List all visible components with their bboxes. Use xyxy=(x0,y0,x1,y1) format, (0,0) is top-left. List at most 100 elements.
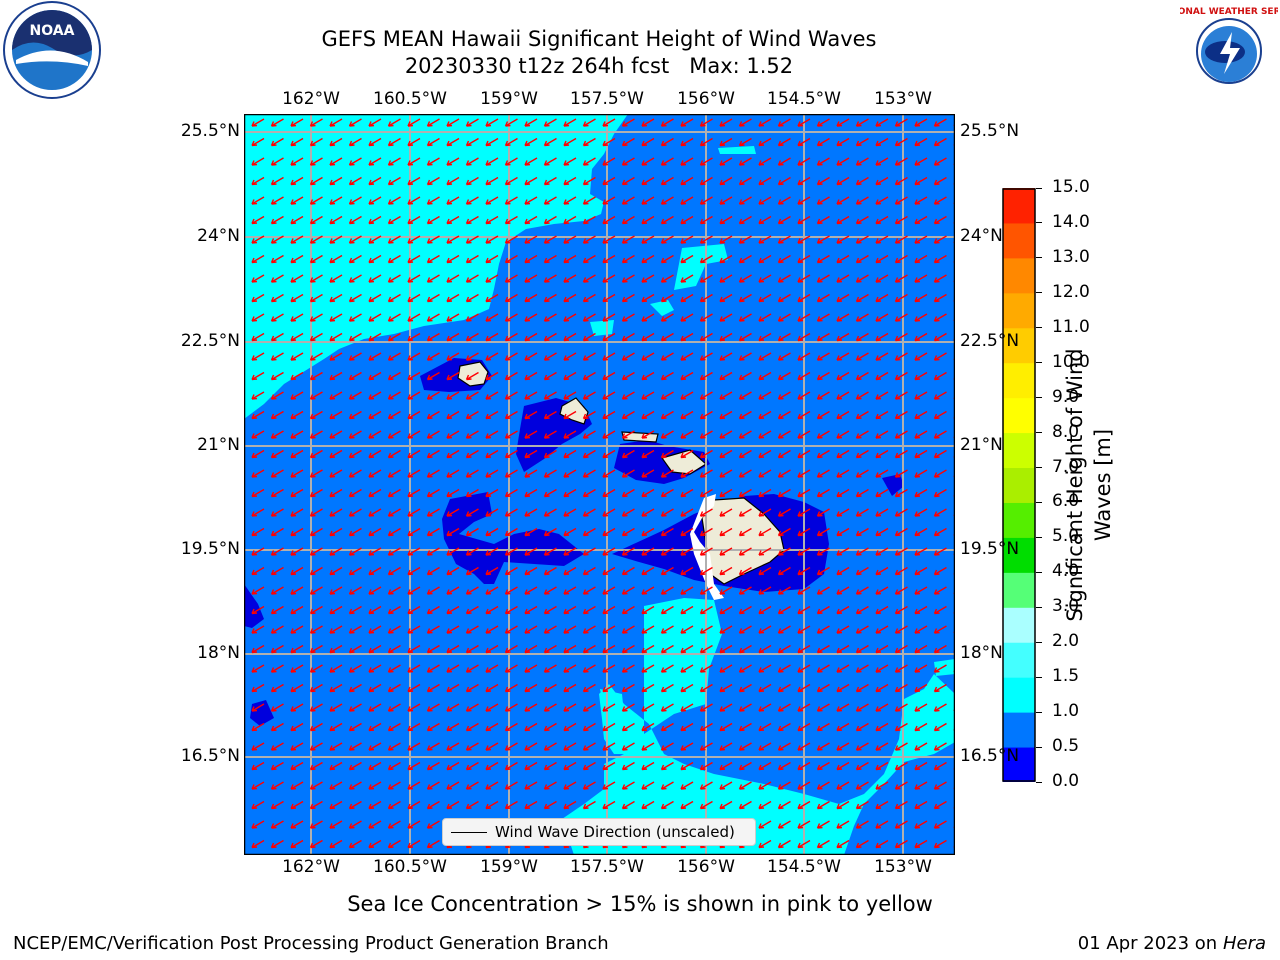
wind-arrow xyxy=(446,605,460,615)
wind-arrow xyxy=(387,683,401,693)
wind-arrow xyxy=(348,313,362,322)
wind-arrow xyxy=(914,332,928,342)
wind-arrow xyxy=(758,137,772,147)
wind-arrow xyxy=(738,176,752,186)
wind-arrow xyxy=(485,196,499,205)
wind-arrow xyxy=(621,313,635,322)
wind-arrow xyxy=(543,800,557,810)
colorbar-tick-mark xyxy=(1036,327,1042,329)
wind-arrow xyxy=(426,371,440,381)
wind-arrow xyxy=(251,605,265,615)
wind-arrow xyxy=(426,157,440,166)
wind-arrow xyxy=(894,586,908,595)
wind-arrow xyxy=(875,547,889,556)
wave-band-0-0-to-0-5 xyxy=(882,474,904,496)
wind-arrow xyxy=(407,800,421,810)
wind-arrow xyxy=(719,742,733,751)
wind-arrow xyxy=(855,664,869,673)
wind-arrow xyxy=(719,761,733,771)
wind-arrow xyxy=(368,469,382,478)
wind-arrow xyxy=(816,742,830,751)
wind-arrow xyxy=(290,449,304,459)
wind-arrow xyxy=(894,820,908,829)
wind-arrow xyxy=(836,196,850,205)
wind-arrow xyxy=(836,176,850,186)
wind-arrow xyxy=(251,157,265,166)
wind-arrow xyxy=(933,527,947,537)
wind-arrow xyxy=(563,391,577,400)
wind-arrow xyxy=(933,352,947,361)
wind-arrow xyxy=(446,449,460,459)
wind-arrow xyxy=(836,527,850,537)
colorbar-tick-label: 2.0 xyxy=(1052,631,1080,652)
wind-arrow xyxy=(641,742,655,751)
wind-arrow xyxy=(387,469,401,478)
wind-arrow xyxy=(465,781,479,790)
wind-arrow xyxy=(329,137,343,147)
wind-arrow xyxy=(816,722,830,732)
wind-arrow xyxy=(368,430,382,439)
wind-arrow xyxy=(855,469,869,478)
wind-arrow xyxy=(387,527,401,537)
wind-arrow xyxy=(660,254,674,264)
wind-arrow xyxy=(563,781,577,790)
wind-arrow xyxy=(641,664,655,673)
wave-band-1-0-to-1-5-south xyxy=(562,598,954,854)
wind-arrow xyxy=(758,157,772,166)
wind-arrow xyxy=(933,839,947,849)
wind-arrow xyxy=(836,644,850,654)
wind-arrow xyxy=(914,235,928,244)
wind-arrow xyxy=(894,722,908,732)
island-maui xyxy=(661,449,708,475)
wind-arrow xyxy=(758,820,772,829)
wind-arrow xyxy=(602,781,616,790)
wind-arrow xyxy=(875,293,889,303)
wind-arrow xyxy=(543,137,557,147)
wind-arrow xyxy=(582,800,596,810)
wind-arrow xyxy=(329,839,343,849)
wind-arrow xyxy=(602,469,616,478)
wind-arrow xyxy=(465,664,479,673)
wind-arrow xyxy=(719,488,733,498)
wind-arrow xyxy=(680,722,694,732)
wind-arrow xyxy=(270,742,284,751)
wind-arrow xyxy=(621,430,635,439)
wind-arrow xyxy=(758,332,772,342)
wind-arrow xyxy=(270,644,284,654)
wind-arrow xyxy=(660,664,674,673)
wind-arrow xyxy=(251,449,265,459)
wind-arrow xyxy=(816,235,830,244)
wind-arrow xyxy=(290,508,304,517)
wind-arrow xyxy=(914,664,928,673)
wind-arrow xyxy=(524,352,538,361)
wind-arrow xyxy=(719,664,733,673)
wind-arrow xyxy=(446,137,460,147)
wind-arrow xyxy=(855,371,869,381)
wind-arrow xyxy=(251,508,265,517)
wind-arrow xyxy=(738,605,752,615)
wind-arrow xyxy=(680,430,694,439)
wind-arrow xyxy=(543,352,557,361)
wind-arrow xyxy=(621,742,635,751)
wind-arrow xyxy=(524,508,538,517)
wind-arrow xyxy=(504,683,518,693)
wind-arrow xyxy=(290,605,304,615)
wind-arrow xyxy=(933,157,947,166)
wind-arrow xyxy=(446,215,460,225)
wind-arrow xyxy=(485,352,499,361)
wind-arrow xyxy=(699,332,713,342)
wind-arrow xyxy=(563,235,577,244)
wind-arrow xyxy=(270,820,284,829)
wind-arrow xyxy=(816,664,830,673)
wind-arrow xyxy=(309,118,323,127)
wind-arrow xyxy=(387,235,401,244)
wind-arrow xyxy=(543,449,557,459)
wind-arrow xyxy=(660,527,674,537)
wind-arrow xyxy=(933,820,947,829)
wind-arrow xyxy=(855,157,869,166)
wind-arrow xyxy=(855,781,869,790)
wind-arrow xyxy=(699,508,713,517)
wind-arrow xyxy=(407,839,421,849)
wind-arrow xyxy=(426,508,440,517)
wind-arrow xyxy=(914,391,928,400)
